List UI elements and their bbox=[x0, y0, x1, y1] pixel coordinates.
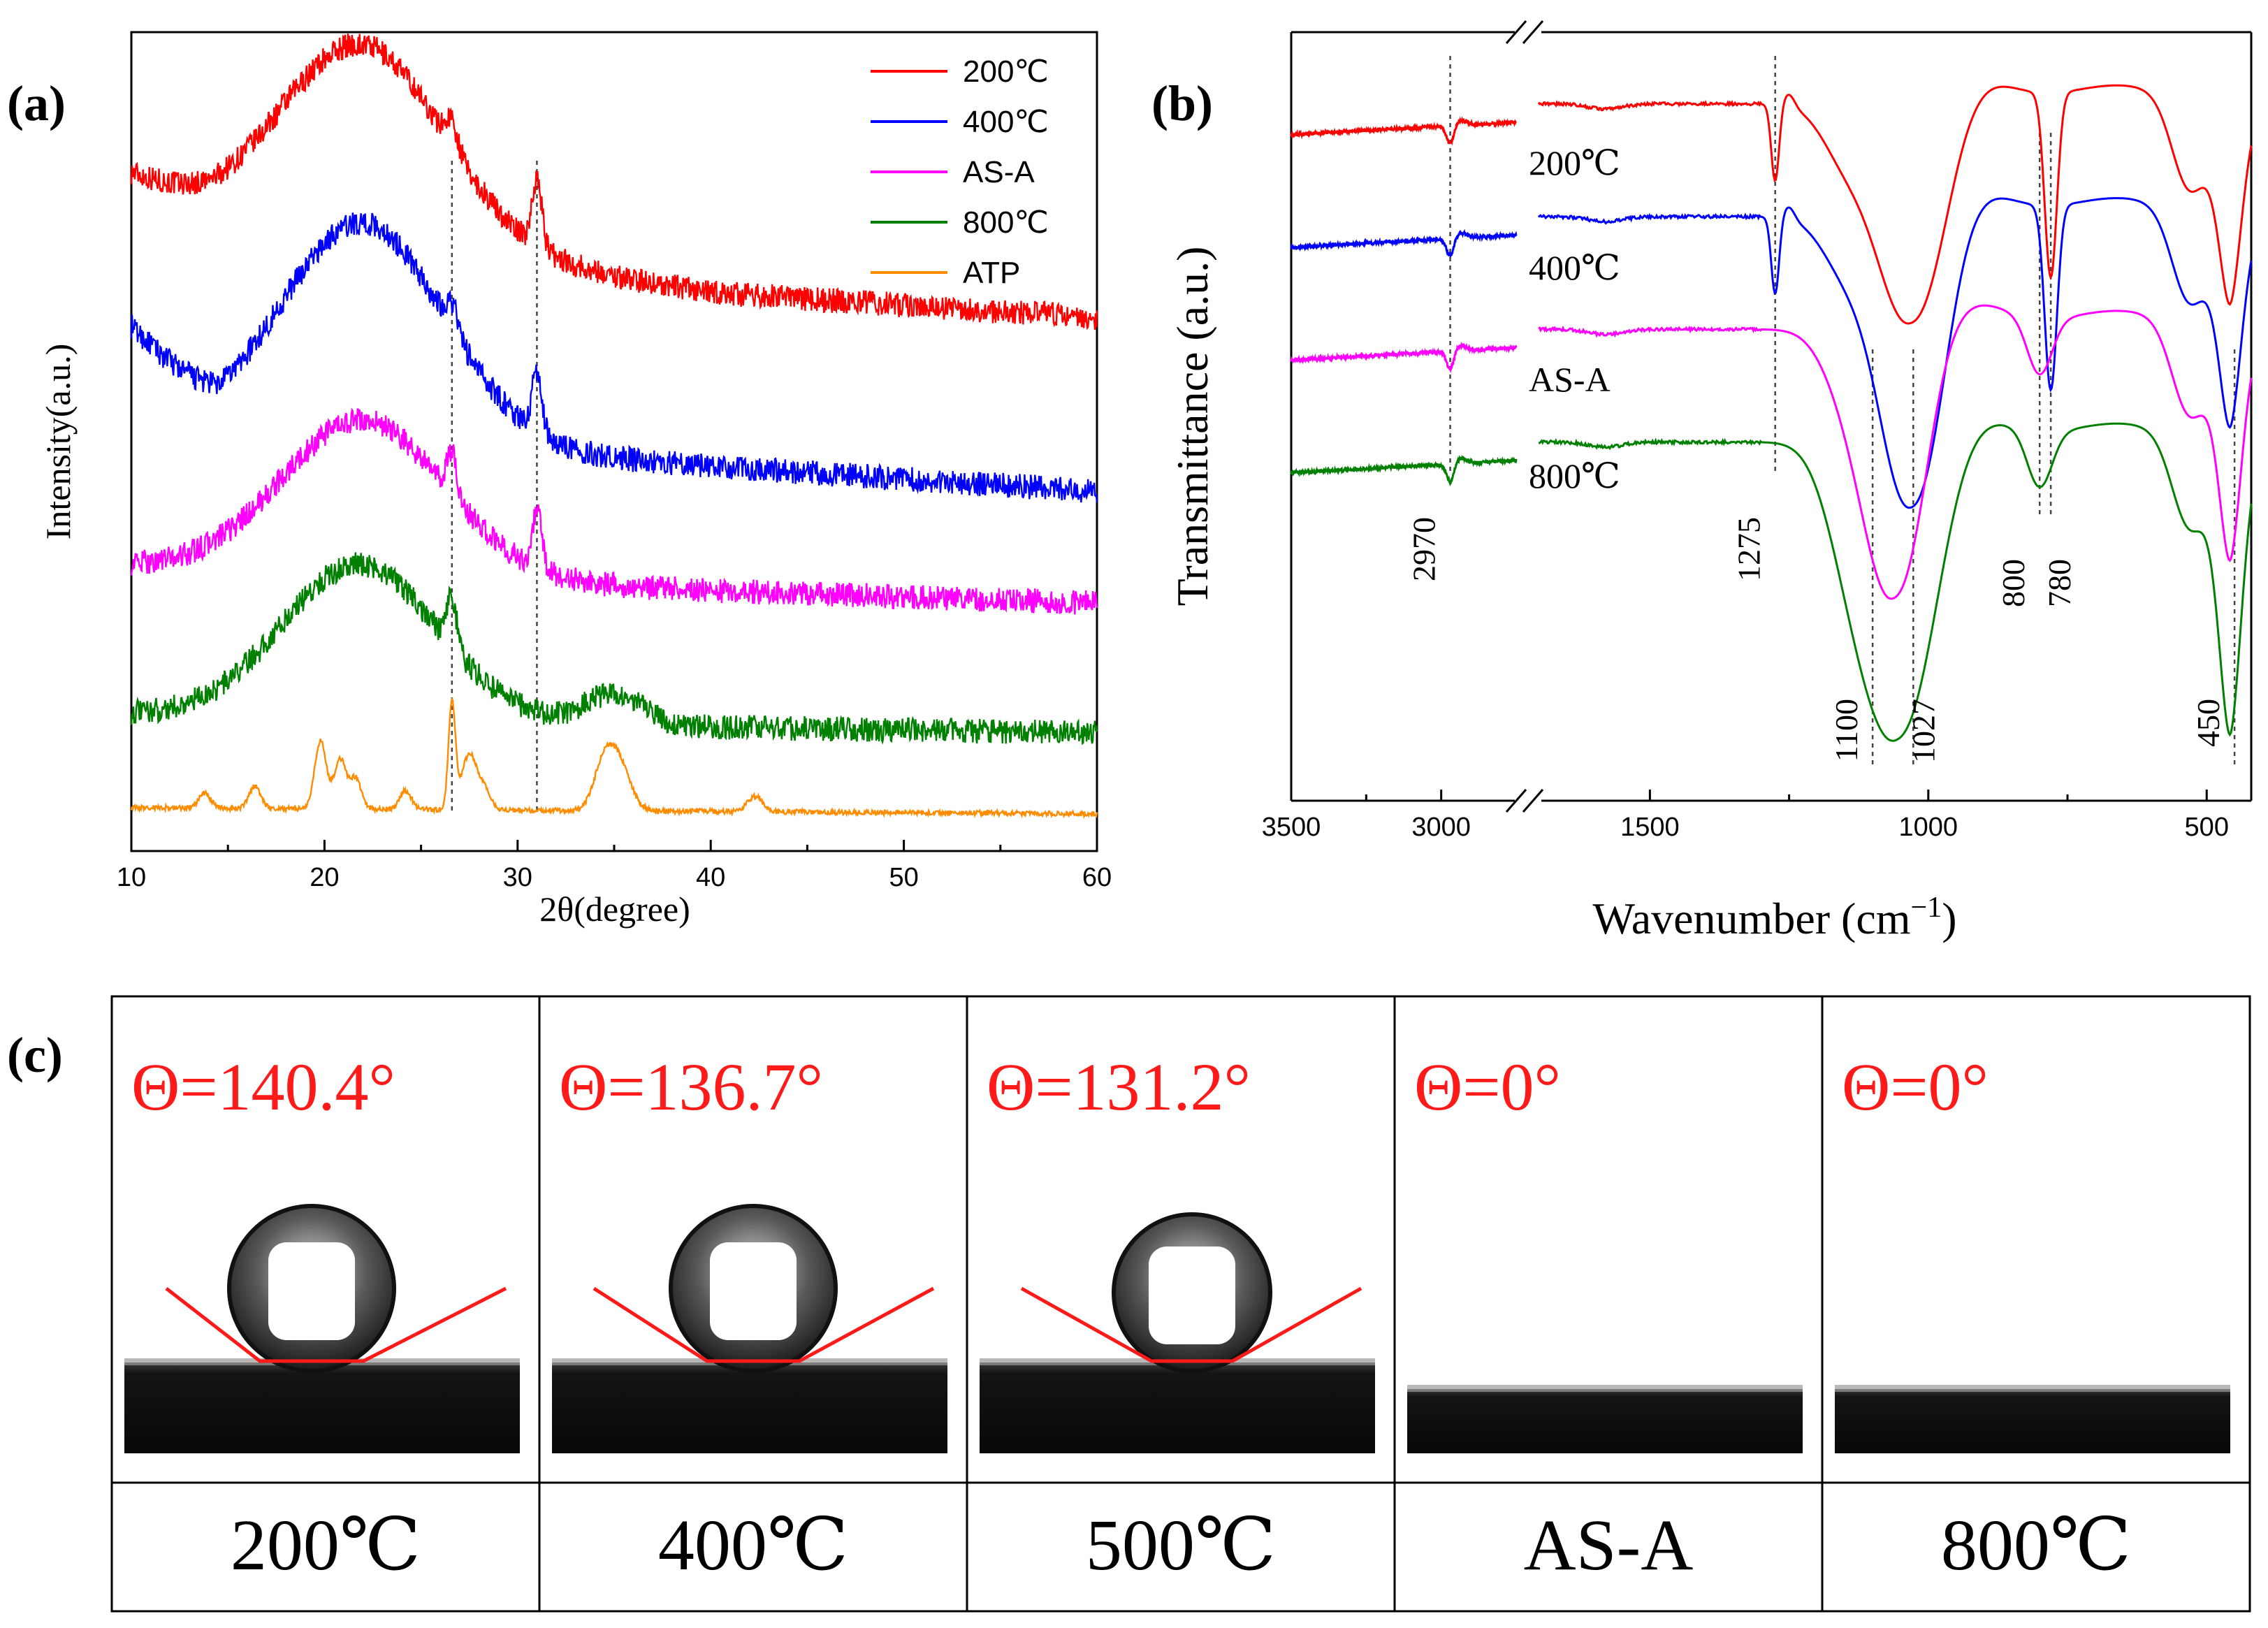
droplet-highlight bbox=[268, 1242, 355, 1340]
ftir-reference-lines bbox=[1449, 56, 2236, 769]
xrd-x-tick-label: 30 bbox=[503, 863, 532, 892]
substrate-surface bbox=[1835, 1385, 2230, 1392]
ftir-series-line bbox=[1290, 228, 1518, 259]
xrd-x-axis-label: 2θ(degree) bbox=[539, 889, 690, 929]
xrd-x-tick-label: 40 bbox=[696, 863, 725, 892]
substrate-image bbox=[1835, 1389, 2230, 1453]
ftir-series-labels: 200℃ 400℃ AS-A 800℃ bbox=[1529, 143, 1620, 495]
xrd-series-line bbox=[130, 552, 1098, 746]
contact-angle-tangent-lines bbox=[165, 1286, 507, 1363]
xrd-series-line bbox=[130, 34, 1098, 330]
ftir-x-axis-label: Wavenumber (cm−1) bbox=[1592, 892, 1956, 943]
contact-angle-cell: Θ=0° AS-A bbox=[1407, 1049, 1803, 1585]
ftir-peak-label: 1027 bbox=[1905, 699, 1941, 763]
contact-angle-value: Θ=140.4° bbox=[131, 1049, 395, 1124]
contact-angle-value: Θ=0° bbox=[1842, 1049, 1989, 1124]
droplet-highlight bbox=[710, 1242, 797, 1340]
xrd-x-tick-label: 10 bbox=[117, 863, 146, 892]
sample-name: 400℃ bbox=[658, 1505, 848, 1585]
sample-name: 500℃ bbox=[1086, 1505, 1276, 1585]
ftir-plot-frame bbox=[1290, 20, 2253, 813]
contact-angle-cell: Θ=0° 800℃ bbox=[1835, 1049, 2230, 1585]
ftir-series-line bbox=[1538, 304, 2253, 600]
contact-angle-cells: Θ=140.4° 200℃ Θ=136.7° 400℃ Θ=131.2° 500℃ Θ=0°… bbox=[124, 996, 2230, 1611]
substrate-image bbox=[552, 1362, 947, 1453]
xrd-series bbox=[130, 34, 1098, 820]
panel-label-a: (a) bbox=[7, 75, 66, 131]
ftir-axis-break-top bbox=[1505, 20, 1527, 44]
contact-angle-table-frame bbox=[110, 995, 2251, 1613]
substrate-image bbox=[980, 1362, 1375, 1453]
ftir-axis-break-bottom bbox=[1505, 789, 1527, 813]
ftir-panel: (b) 3500 3000 1500 1000 500 200℃ 400℃ AS-A 800℃… bbox=[1151, 20, 2253, 943]
sample-name: 200℃ bbox=[231, 1505, 421, 1585]
ftir-x-tick-label: 3000 bbox=[1411, 813, 1471, 842]
contact-angle-tangent-lines bbox=[1020, 1286, 1362, 1363]
ftir-series-line bbox=[1290, 341, 1518, 374]
ftir-series-line bbox=[1290, 454, 1518, 487]
xrd-panel: (a) 10 20 30 40 50 60 200℃ 400℃ AS-A 800℃ ATP 2θ(… bbox=[7, 31, 1112, 929]
contact-angle-value: Θ=136.7° bbox=[559, 1049, 823, 1124]
contact-angle-cell: Θ=131.2° 500℃ bbox=[980, 1049, 1375, 1585]
ftir-series-label: 400℃ bbox=[1529, 248, 1620, 287]
xrd-legend: 200℃ 400℃ AS-A 800℃ ATP bbox=[871, 54, 1049, 290]
ftir-peak-annotations: 2970 1275 1100 1027 800 780 450 bbox=[1406, 517, 2227, 763]
xrd-y-axis-label: Intensity(a.u.) bbox=[38, 344, 78, 539]
xrd-legend-label: ATP bbox=[963, 256, 1020, 290]
ftir-x-tick-label: 1000 bbox=[1899, 813, 1958, 842]
ftir-y-axis-label: Transmittance (a.u.) bbox=[1168, 247, 1217, 606]
substrate-image bbox=[124, 1362, 520, 1453]
ftir-series bbox=[1290, 84, 2253, 742]
xrd-series-line bbox=[130, 407, 1098, 615]
xrd-x-tick-label: 60 bbox=[1082, 863, 1112, 892]
contact-angle-cell: Θ=140.4° 200℃ bbox=[124, 1049, 520, 1585]
xrd-x-tick-label: 20 bbox=[310, 863, 339, 892]
ftir-x-ticks: 3500 3000 1500 1000 500 bbox=[1262, 790, 2229, 842]
ftir-peak-label: 780 bbox=[2042, 559, 2077, 607]
contact-angle-value: Θ=131.2° bbox=[987, 1049, 1251, 1124]
sample-name: 800℃ bbox=[1941, 1505, 2131, 1585]
ftir-series-line bbox=[1290, 115, 1517, 146]
ftir-series-label: AS-A bbox=[1529, 360, 1611, 399]
ftir-x-tick-label: 3500 bbox=[1262, 813, 1321, 842]
substrate-image bbox=[1407, 1389, 1803, 1453]
ftir-peak-label: 450 bbox=[2190, 699, 2226, 747]
substrate-surface bbox=[1407, 1385, 1803, 1392]
sample-name: AS-A bbox=[1524, 1505, 1694, 1585]
ftir-series-label: 200℃ bbox=[1529, 143, 1620, 182]
ftir-series-line bbox=[1537, 197, 2253, 509]
ftir-peak-label: 800 bbox=[1996, 559, 2031, 607]
xrd-x-ticks: 10 20 30 40 50 60 bbox=[117, 840, 1112, 892]
panel-label-b: (b) bbox=[1151, 75, 1213, 131]
contact-angle-tangent-lines bbox=[593, 1286, 935, 1363]
contact-angle-cell: Θ=136.7° 400℃ bbox=[552, 1049, 947, 1585]
ftir-axis-break-bottom bbox=[1522, 789, 1544, 813]
ftir-series-line bbox=[1537, 84, 2253, 325]
ftir-peak-label: 1100 bbox=[1829, 699, 1864, 762]
ftir-series-line bbox=[1538, 422, 2253, 742]
droplet-highlight bbox=[1149, 1247, 1235, 1344]
ftir-peak-label: 1275 bbox=[1731, 517, 1767, 581]
ftir-x-tick-label: 1500 bbox=[1620, 813, 1680, 842]
xrd-x-tick-label: 50 bbox=[889, 863, 918, 892]
xrd-series-line bbox=[130, 212, 1098, 503]
ftir-peak-label: 2970 bbox=[1406, 517, 1442, 581]
xrd-legend-label: 200℃ bbox=[963, 54, 1049, 89]
contact-angle-panel: (c) Θ=140.4° 200℃ Θ=136.7° 400℃ Θ=131.2° 500℃… bbox=[7, 995, 2251, 1613]
xrd-series-line bbox=[130, 697, 1098, 820]
xrd-legend-label: 400℃ bbox=[963, 105, 1049, 139]
contact-angle-value: Θ=0° bbox=[1414, 1049, 1561, 1124]
panel-label-c: (c) bbox=[7, 1027, 63, 1083]
ftir-x-tick-label: 500 bbox=[2185, 813, 2229, 842]
ftir-series-label: 800℃ bbox=[1529, 456, 1620, 495]
ftir-axis-break-top bbox=[1522, 20, 1544, 44]
xrd-legend-label: AS-A bbox=[963, 155, 1035, 189]
xrd-legend-label: 800℃ bbox=[963, 205, 1049, 240]
